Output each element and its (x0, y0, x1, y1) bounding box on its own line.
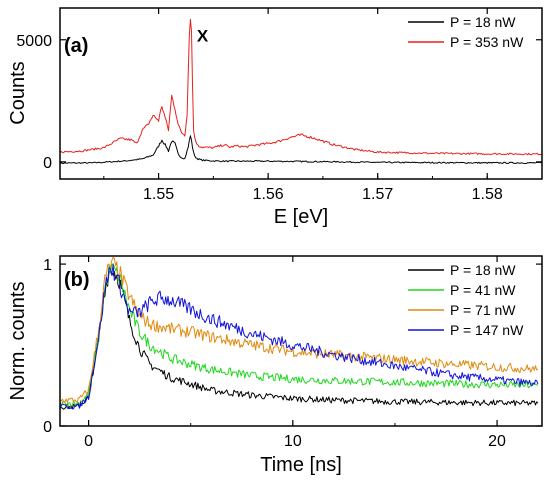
panel-b-xlabel: Time [ns] (260, 454, 342, 476)
panel-b-legend: P = 18 nW P = 41 nW P = 71 nW P = 147 nW (408, 262, 524, 338)
x-tick-label: 0 (84, 433, 93, 450)
series-line (59, 263, 539, 407)
panel-a-ticks: 1.55 1.56 1.57 1.58 0 5000 (16, 8, 543, 203)
x-tick-label: 1.58 (472, 186, 503, 203)
legend-label: P = 18 nW (450, 14, 516, 30)
series-line (59, 135, 543, 165)
x-tick-label: 1.57 (362, 186, 393, 203)
panel-b-ticks: 0 10 20 0 1 (43, 256, 542, 450)
legend-label: P = 41 nW (450, 282, 516, 298)
legend-label: P = 71 nW (450, 302, 516, 318)
y-tick-label: 0 (43, 419, 52, 436)
legend-label: P = 18 nW (450, 262, 516, 278)
x-tick-label: 20 (488, 433, 506, 450)
panel-a-series (59, 18, 543, 165)
y-tick-label: 0 (43, 155, 52, 172)
series-line (59, 264, 539, 410)
legend-label: P = 147 nW (450, 322, 524, 338)
panel-a-frame (59, 7, 543, 180)
y-tick-label: 1 (43, 257, 52, 274)
panel-a-xlabel: E [eV] (274, 206, 328, 228)
legend-label: P = 353 nW (450, 34, 524, 50)
panel-b-ylabel: Norm. counts (7, 282, 29, 401)
panel-a-label: (a) (64, 35, 88, 57)
x-tick-label: 10 (284, 433, 302, 450)
peak-x-annotation: X (197, 26, 209, 45)
panel-a-ylabel: Counts (7, 61, 29, 124)
y-tick-label: 5000 (16, 33, 52, 50)
series-line (59, 270, 539, 410)
panel-b-frame (59, 255, 543, 427)
series-line (59, 18, 543, 156)
panel-b-series (59, 256, 539, 410)
x-tick-label: 1.56 (253, 186, 284, 203)
series-line (59, 256, 539, 403)
panel-a-legend: P = 18 nW P = 353 nW (408, 14, 524, 50)
panel-b-label: (b) (64, 269, 90, 291)
panel-b: 0 10 20 0 1 (b) Time [ns] Norm. counts P = 1… (7, 255, 543, 476)
x-tick-label: 1.55 (143, 186, 174, 203)
